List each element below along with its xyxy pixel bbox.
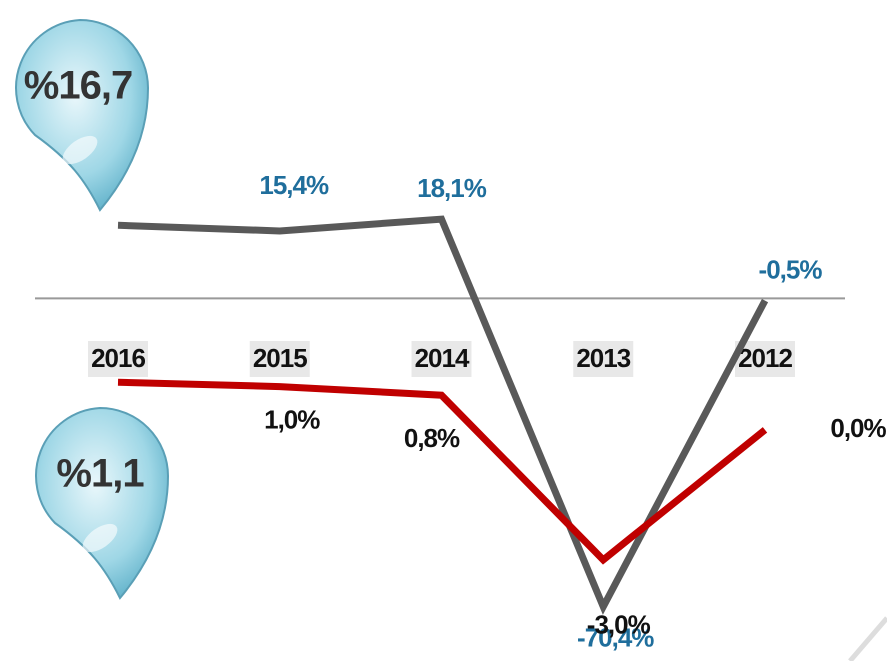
data-label: 15,4% xyxy=(259,170,329,200)
category-box xyxy=(411,341,472,377)
data-label: -70,4% xyxy=(577,623,654,653)
x-tick-label: 2016 xyxy=(91,343,145,373)
category-box xyxy=(249,341,310,377)
category-box xyxy=(735,341,795,377)
bubble-shape xyxy=(15,18,150,212)
x-tick-label: 2013 xyxy=(576,343,630,373)
line xyxy=(117,215,769,615)
data-label: 0,8% xyxy=(404,423,460,453)
bubble-shine xyxy=(62,135,98,165)
bubble-shape xyxy=(35,406,170,600)
data-label: -0,5% xyxy=(759,254,823,284)
bubble: %16,7 xyxy=(15,18,150,212)
category-box xyxy=(88,341,148,377)
data-label: 0,0% xyxy=(830,413,886,443)
line xyxy=(117,378,768,565)
bubble: %1,1 xyxy=(35,406,170,600)
bubble-label: %16,7 xyxy=(24,64,132,108)
category-box xyxy=(573,341,634,377)
data-label: 1,0% xyxy=(264,404,320,434)
x-tick-label: 2015 xyxy=(253,343,307,373)
x-tick-label: 2012 xyxy=(738,343,792,373)
bubble-label: %1,1 xyxy=(56,452,144,496)
data-label: 18,1% xyxy=(417,173,487,203)
x-tick-label: 2014 xyxy=(415,343,470,373)
data-label: -3,0% xyxy=(587,610,651,640)
decoration xyxy=(848,616,887,661)
bubble-shine xyxy=(82,523,118,553)
